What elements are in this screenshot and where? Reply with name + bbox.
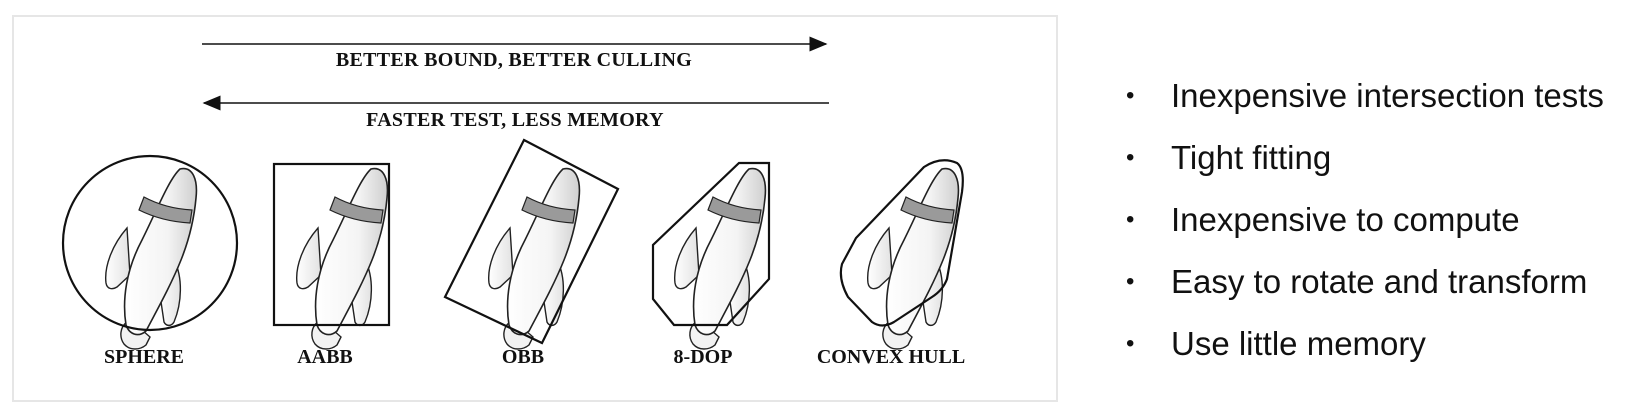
bullet-icon: • bbox=[1126, 144, 1135, 171]
bullet-text: Inexpensive to compute bbox=[1171, 201, 1520, 238]
list-item: • Inexpensive intersection tests bbox=[1126, 70, 1604, 132]
list-item: • Inexpensive to compute bbox=[1126, 194, 1604, 256]
bullet-text: Tight fitting bbox=[1171, 139, 1332, 176]
shape-label-sphere: SPHERE bbox=[104, 346, 184, 368]
property-bullet-list: • Inexpensive intersection tests • Tight f… bbox=[1126, 70, 1604, 380]
convex-hull-illustration bbox=[839, 159, 964, 350]
shape-label-convex-hull: CONVEX HULL bbox=[817, 346, 965, 368]
shape-label-8-dop: 8-DOP bbox=[674, 346, 733, 368]
bullet-text: Use little memory bbox=[1171, 325, 1426, 362]
bullet-icon: • bbox=[1126, 268, 1135, 295]
bullet-icon: • bbox=[1126, 82, 1135, 109]
arrow-top-label: BETTER BOUND, BETTER CULLING bbox=[336, 49, 692, 71]
8-dop-illustration bbox=[651, 161, 771, 350]
list-item: • Easy to rotate and transform bbox=[1126, 256, 1604, 318]
shape-label-aabb: AABB bbox=[297, 346, 353, 368]
list-item: • Use little memory bbox=[1126, 318, 1604, 380]
bullet-icon: • bbox=[1126, 206, 1135, 233]
bullet-icon: • bbox=[1126, 330, 1135, 357]
list-item: • Tight fitting bbox=[1126, 132, 1604, 194]
shape-label-obb: OBB bbox=[502, 346, 544, 368]
bullet-text: Inexpensive intersection tests bbox=[1171, 77, 1604, 114]
arrow-bottom-label: FASTER TEST, LESS MEMORY bbox=[366, 109, 664, 131]
obb-illustration bbox=[443, 138, 620, 350]
sphere-illustration bbox=[61, 154, 239, 350]
bounding-volume-diagram: BETTER BOUND, BETTER CULLING FASTER TEST… bbox=[61, 36, 965, 368]
bullet-text: Easy to rotate and transform bbox=[1171, 263, 1588, 300]
bounding-volume-figure: BETTER BOUND, BETTER CULLING FASTER TEST… bbox=[12, 15, 1058, 402]
aabb-illustration bbox=[272, 162, 391, 350]
